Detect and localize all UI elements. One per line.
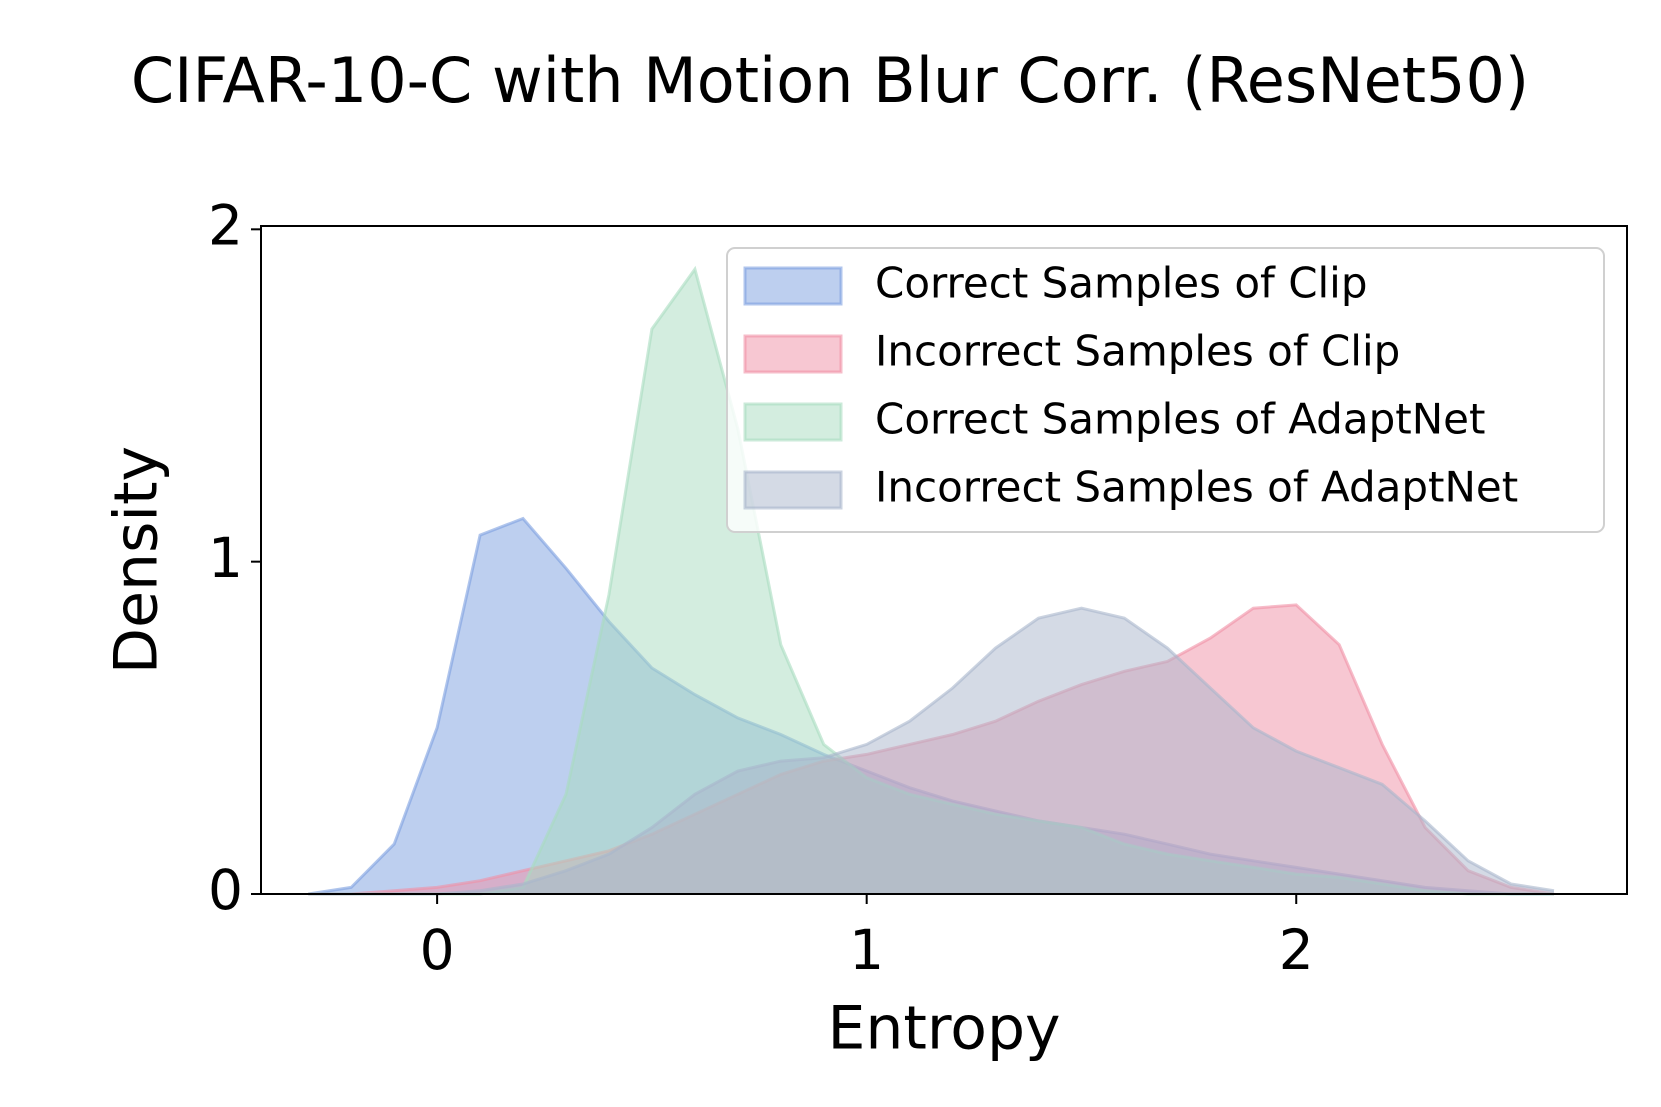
legend-box bbox=[726, 247, 1605, 533]
plot-frame bbox=[260, 225, 1628, 895]
x-axis-label: Entropy bbox=[827, 994, 1060, 1064]
legend-label: Correct Samples of AdaptNet bbox=[875, 395, 1485, 444]
legend-label: Incorrect Samples of AdaptNet bbox=[875, 463, 1518, 512]
y-tick-label: 1 bbox=[208, 526, 243, 590]
y-tick-label: 2 bbox=[208, 193, 243, 257]
legend-label: Correct Samples of Clip bbox=[875, 259, 1368, 308]
legend-swatch bbox=[743, 402, 843, 442]
x-tick-label: 1 bbox=[849, 918, 884, 982]
density-line bbox=[308, 606, 1555, 896]
legend-swatch bbox=[743, 334, 843, 374]
y-tick-label: 0 bbox=[208, 858, 243, 922]
legend-swatch bbox=[743, 266, 843, 306]
density-area bbox=[308, 608, 1554, 894]
legend-swatch bbox=[743, 470, 843, 510]
y-axis-label: Density bbox=[102, 446, 172, 674]
legend-label: Incorrect Samples of Clip bbox=[875, 327, 1400, 376]
chart-title: CIFAR-10-C with Motion Blur Corr. (ResNe… bbox=[131, 44, 1529, 117]
x-tick-label: 2 bbox=[1279, 918, 1314, 982]
density-area bbox=[308, 269, 1554, 894]
x-tick-label: 0 bbox=[420, 918, 455, 982]
